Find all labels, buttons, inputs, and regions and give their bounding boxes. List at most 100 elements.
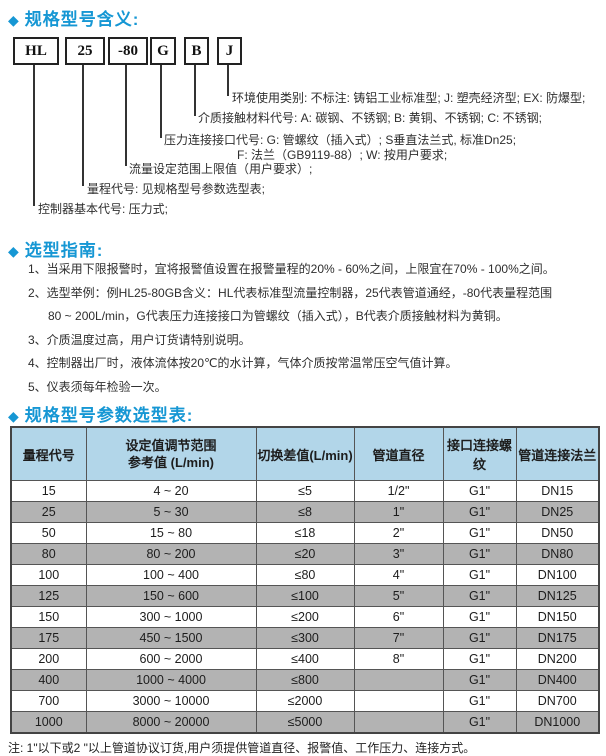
- table-cell: G1": [442, 627, 517, 649]
- table-cell: DN400: [515, 669, 600, 691]
- table-cell: 80: [10, 543, 87, 565]
- model-code-box-j: J: [217, 37, 242, 65]
- table-cell: 4": [353, 564, 444, 586]
- guide-item-2: 2、选型举例：例HL25-80GB含义：HL代表标准型流量控制器，25代表管道通…: [28, 285, 553, 300]
- table-cell: 1/2": [353, 480, 444, 502]
- table-cell: DN125: [515, 585, 600, 607]
- table-cell: 50: [10, 522, 87, 544]
- col-header-set-range-line2: 参考值 (L/min): [128, 455, 214, 470]
- connector-line-j: [227, 65, 229, 96]
- diamond-bullet-icon: ◆: [8, 12, 20, 28]
- connector-line-25: [82, 65, 84, 186]
- table-cell: G1": [442, 585, 517, 607]
- table-row: 50 15 ~ 80 ≤18 2" G1" DN50: [10, 522, 600, 544]
- table-cell: G1": [442, 543, 517, 565]
- table-cell: 200: [10, 648, 87, 670]
- table-cell: DN100: [515, 564, 600, 586]
- legend-pressure-port-2: F: 法兰（GB9119-88）; W: 按用户要求;: [237, 148, 448, 162]
- table-cell: 3": [353, 543, 444, 565]
- table-footnote: 注: 1"以下或2 "以上管道协议订货,用户须提供管道直径、报警值、工作压力、连…: [8, 741, 476, 755]
- table-cell: 450 ~ 1500: [85, 627, 257, 649]
- col-header-pipe-flange: 管道连接法兰: [515, 426, 600, 481]
- table-cell: 100: [10, 564, 87, 586]
- legend-flow-upper-limit: 流量设定范围上限值（用户要求）;: [129, 162, 313, 176]
- table-cell: ≤200: [255, 606, 355, 628]
- table-cell: G1": [442, 648, 517, 670]
- table-cell: 7": [353, 627, 444, 649]
- model-code-box-hl: HL: [13, 37, 59, 65]
- section-title-guide: ◆ 选型指南:: [8, 236, 103, 261]
- table-cell: 300 ~ 1000: [85, 606, 257, 628]
- table-cell: 8": [353, 648, 444, 670]
- table-cell: G1": [442, 480, 517, 502]
- table-cell: DN700: [515, 690, 600, 712]
- table-cell: 1000 ~ 4000: [85, 669, 257, 691]
- table-cell: ≤300: [255, 627, 355, 649]
- table-row: 15 4 ~ 20 ≤5 1/2" G1" DN15: [10, 480, 600, 502]
- table-cell: DN200: [515, 648, 600, 670]
- col-header-range-code: 量程代号: [10, 426, 87, 481]
- table-cell: ≤5: [255, 480, 355, 502]
- table-cell: ≤800: [255, 669, 355, 691]
- table-cell: DN25: [515, 501, 600, 523]
- table-cell: 600 ~ 2000: [85, 648, 257, 670]
- table-cell: 100 ~ 400: [85, 564, 257, 586]
- table-cell: 1000: [10, 711, 87, 734]
- table-cell: DN150: [515, 606, 600, 628]
- table-cell: 700: [10, 690, 87, 712]
- connector-line-b: [194, 65, 196, 116]
- connector-line-hl: [33, 65, 35, 206]
- table-cell: ≤80: [255, 564, 355, 586]
- spec-table: 量程代号 设定值调节范围 参考值 (L/min) 切换差值(L/min) 管道直…: [10, 426, 600, 734]
- table-cell: ≤20: [255, 543, 355, 565]
- table-row: 700 3000 ~ 10000 ≤2000 G1" DN700: [10, 690, 600, 712]
- table-cell: 4 ~ 20: [85, 480, 257, 502]
- guide-item-3: 3、介质温度过高，用户订货请特别说明。: [28, 332, 251, 347]
- table-row: 25 5 ~ 30 ≤8 1" G1" DN25: [10, 501, 600, 523]
- legend-range-code: 量程代号: 见规格型号参数选型表;: [87, 182, 266, 196]
- section-title-spec-table: ◆ 规格型号参数选型表:: [8, 401, 193, 426]
- table-cell: ≤2000: [255, 690, 355, 712]
- table-cell: [353, 711, 444, 734]
- table-cell: DN175: [515, 627, 600, 649]
- table-cell: [353, 690, 444, 712]
- table-cell: DN15: [515, 480, 600, 502]
- table-cell: 15 ~ 80: [85, 522, 257, 544]
- section-title-text: 选型指南:: [24, 241, 104, 260]
- col-header-switch-diff: 切换差值(L/min): [255, 426, 355, 481]
- col-header-set-range-line1: 设定值调节范围: [125, 438, 217, 453]
- table-cell: ≤8: [255, 501, 355, 523]
- table-cell: 1": [353, 501, 444, 523]
- col-header-port-thread: 接口连接螺纹: [442, 426, 517, 481]
- table-cell: 5 ~ 30: [85, 501, 257, 523]
- table-row: 150 300 ~ 1000 ≤200 6" G1" DN150: [10, 606, 600, 628]
- table-row: 175 450 ~ 1500 ≤300 7" G1" DN175: [10, 627, 600, 649]
- table-cell: 15: [10, 480, 87, 502]
- diamond-bullet-icon: ◆: [8, 408, 20, 424]
- legend-pressure-port: 压力连接接口代号: G: 管螺纹（插入式）; S垂直法兰式, 标准Dn25;: [164, 133, 517, 147]
- connector-line-80: [125, 65, 127, 166]
- table-cell: 80 ~ 200: [85, 543, 257, 565]
- table-cell: G1": [442, 711, 517, 734]
- selection-guide-list: 1、当采用下限报警时，宜将报警值设置在报警量程的20% - 60%之间，上限宜在…: [28, 260, 606, 401]
- table-row: 100 100 ~ 400 ≤80 4" G1" DN100: [10, 564, 600, 586]
- legend-environment: 环境使用类别: 不标注: 铸铝工业标准型; J: 塑壳经济型; EX: 防爆型;: [232, 91, 586, 105]
- table-cell: ≤400: [255, 648, 355, 670]
- table-row: 200 600 ~ 2000 ≤400 8" G1" DN200: [10, 648, 600, 670]
- table-cell: ≤5000: [255, 711, 355, 734]
- table-cell: 150 ~ 600: [85, 585, 257, 607]
- table-cell: 150: [10, 606, 87, 628]
- legend-contact-material: 介质接触材料代号: A: 碳钢、不锈钢; B: 黄铜、不锈钢; C: 不锈钢;: [198, 111, 543, 125]
- guide-item-1: 1、当采用下限报警时，宜将报警值设置在报警量程的20% - 60%之间，上限宜在…: [28, 262, 555, 276]
- table-row: 400 1000 ~ 4000 ≤800 G1" DN400: [10, 669, 600, 691]
- table-cell: 6": [353, 606, 444, 628]
- section-title-text: 规格型号含义:: [24, 10, 140, 29]
- section-title-text: 规格型号参数选型表:: [24, 406, 194, 425]
- table-cell: 8000 ~ 20000: [85, 711, 257, 734]
- table-cell: 2": [353, 522, 444, 544]
- table-cell: 3000 ~ 10000: [85, 690, 257, 712]
- table-row: 125 150 ~ 600 ≤100 5" G1" DN125: [10, 585, 600, 607]
- table-cell: G1": [442, 606, 517, 628]
- table-cell: [353, 669, 444, 691]
- table-cell: 5": [353, 585, 444, 607]
